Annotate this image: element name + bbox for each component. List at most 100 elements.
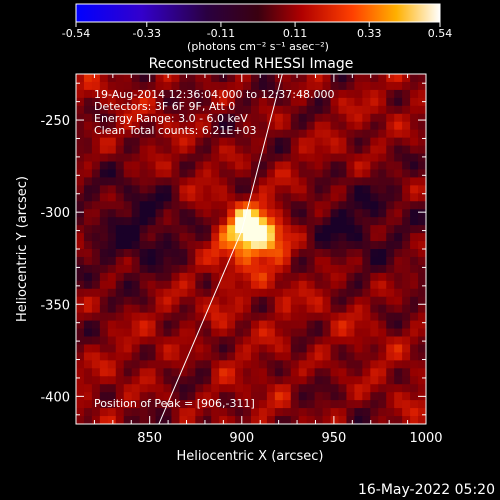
- heatmap-cell: [266, 201, 276, 210]
- heatmap-cell: [83, 328, 93, 338]
- heatmap-cell: [394, 344, 403, 353]
- heatmap-cell: [274, 296, 284, 306]
- heatmap-cell: [306, 288, 316, 298]
- heatmap-cell: [115, 241, 125, 250]
- heatmap-cell: [346, 296, 355, 306]
- heatmap-cell: [195, 392, 204, 401]
- heatmap-cell: [410, 360, 419, 369]
- heatmap-cell: [354, 312, 363, 322]
- heatmap-cell: [330, 209, 340, 218]
- heatmap-cell: [386, 320, 395, 330]
- heatmap-cell: [338, 105, 348, 115]
- heatmap-cell: [211, 272, 220, 282]
- heatmap-cell: [219, 89, 228, 99]
- heatmap-cell: [115, 161, 125, 171]
- heatmap-cell: [346, 376, 355, 385]
- heatmap-cell: [394, 74, 403, 83]
- heatmap-cell: [410, 217, 419, 226]
- heatmap-cell: [147, 97, 157, 107]
- heatmap-cell: [107, 320, 117, 330]
- heatmap-cell: [418, 81, 426, 91]
- heatmap-cell: [266, 209, 276, 218]
- heatmap-cell: [362, 81, 371, 91]
- heatmap-cell: [163, 280, 173, 290]
- heatmap-cell: [235, 161, 244, 171]
- heatmap-cell: [179, 336, 188, 346]
- heatmap-cell: [155, 304, 165, 314]
- heatmap-cell: [179, 352, 188, 361]
- heatmap-cell: [187, 304, 196, 314]
- heatmap-cell: [83, 201, 93, 210]
- heatmap-cell: [322, 272, 332, 282]
- heatmap-cell: [195, 408, 204, 417]
- heatmap-cell: [123, 74, 133, 83]
- heatmap-cell: [370, 328, 379, 338]
- heatmap-cell: [123, 89, 133, 99]
- heatmap-cell: [346, 360, 355, 369]
- heatmap-cell: [322, 185, 332, 194]
- heatmap-cell: [115, 336, 125, 346]
- heatmap-cell: [139, 89, 149, 99]
- heatmap-cell: [147, 296, 157, 306]
- heatmap-cell: [282, 408, 292, 417]
- heatmap-cell: [306, 233, 316, 242]
- heatmap-cell: [258, 161, 268, 171]
- heatmap-cell: [203, 137, 212, 147]
- heatmap-cell: [99, 113, 109, 123]
- heatmap-cell: [219, 209, 228, 218]
- heatmap-cell: [123, 209, 133, 218]
- heatmap-cell: [290, 153, 300, 163]
- heatmap-cell: [195, 74, 204, 83]
- heatmap-cell: [91, 89, 101, 99]
- heatmap-cell: [107, 296, 117, 306]
- heatmap-cell: [274, 129, 284, 139]
- heatmap-cell: [171, 153, 180, 163]
- heatmap-cell: [139, 193, 149, 202]
- heatmap-cell: [171, 408, 180, 417]
- heatmap-cell: [76, 169, 85, 178]
- heatmap-cell: [410, 384, 419, 393]
- heatmap-cell: [258, 296, 268, 306]
- heatmap-cell: [354, 113, 363, 123]
- heatmap-cell: [123, 360, 133, 369]
- heatmap-cell: [171, 177, 180, 186]
- heatmap-cell: [179, 249, 188, 258]
- heatmap-cell: [243, 81, 252, 91]
- heatmap-cell: [219, 249, 228, 258]
- heatmap-cell: [203, 233, 212, 242]
- heatmap-cell: [274, 137, 284, 147]
- heatmap-cell: [402, 169, 411, 178]
- heatmap-cell: [394, 105, 403, 115]
- heatmap-cell: [227, 233, 236, 242]
- heatmap-cell: [83, 217, 93, 226]
- heatmap-cell: [139, 177, 149, 186]
- heatmap-cell: [227, 296, 236, 306]
- heatmap-cell: [410, 185, 419, 194]
- heatmap-cell: [282, 336, 292, 346]
- heatmap-cell: [99, 416, 109, 424]
- heatmap-cell: [227, 272, 236, 282]
- heatmap-cell: [155, 408, 165, 417]
- heatmap-cell: [338, 121, 348, 131]
- heatmap-cell: [203, 249, 212, 258]
- heatmap-cell: [163, 113, 173, 123]
- heatmap-cell: [227, 416, 236, 424]
- heatmap-cell: [83, 233, 93, 242]
- heatmap-cell: [91, 177, 101, 186]
- heatmap-cell: [338, 384, 348, 393]
- heatmap-cell: [402, 280, 411, 290]
- heatmap-cell: [219, 272, 228, 282]
- heatmap-cell: [378, 153, 387, 163]
- heatmap-cell: [402, 249, 411, 258]
- heatmap-cell: [107, 241, 117, 250]
- heatmap-cell: [298, 177, 308, 186]
- heatmap-cell: [266, 368, 276, 377]
- heatmap-cell: [139, 185, 149, 194]
- heatmap-cell: [227, 217, 236, 226]
- heatmap-cell: [370, 225, 379, 234]
- heatmap-cell: [195, 376, 204, 385]
- heatmap-cell: [76, 320, 85, 330]
- heatmap-cell: [298, 264, 308, 274]
- heatmap-cell: [322, 169, 332, 178]
- heatmap-cell: [251, 105, 260, 115]
